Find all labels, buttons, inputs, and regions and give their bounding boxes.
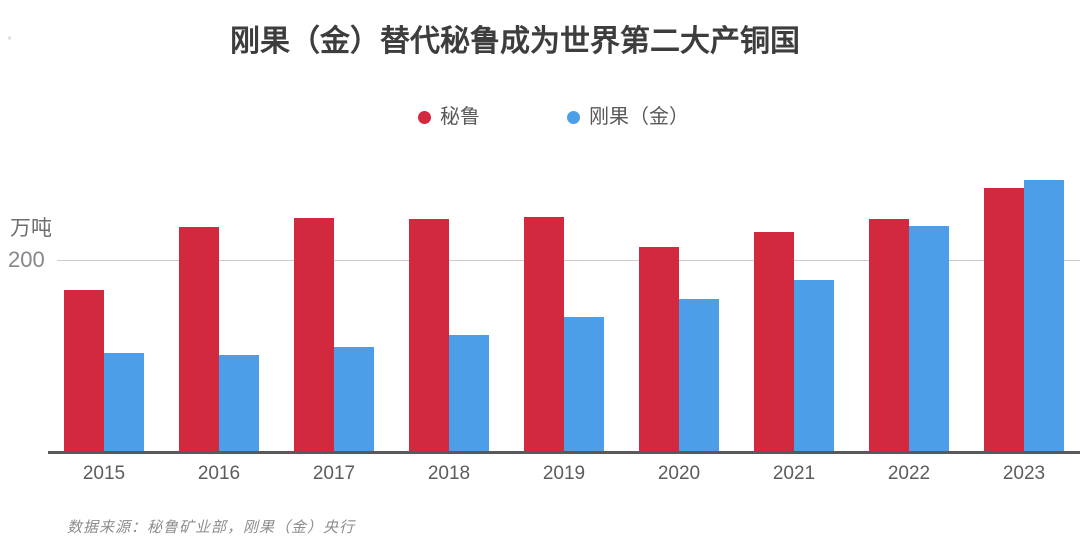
legend-label-congo: 刚果（金）	[589, 106, 689, 128]
chart-title: 刚果（金）替代秘鲁成为世界第二大产铜国	[230, 25, 800, 58]
congo-bar-2019	[564, 316, 604, 453]
x-axis-label-2018: 2018	[427, 463, 471, 484]
x-axis-label-2020: 2020	[657, 463, 701, 484]
congo-bar-2015	[104, 353, 144, 453]
legend-label-peru: 秘鲁	[440, 106, 480, 128]
x-axis-label-2021: 2021	[772, 463, 816, 484]
peru-bar-2023	[984, 188, 1024, 453]
x-axis-label-2023: 2023	[1002, 463, 1046, 484]
congo-bar-2017	[334, 347, 374, 453]
peru-bar-2017	[294, 217, 334, 453]
peru-bar-2016	[179, 227, 219, 453]
peru-bar-2015	[64, 289, 104, 453]
congo-bar-2021	[794, 280, 834, 453]
legend-dot-peru-icon	[418, 110, 431, 124]
x-axis-label-2016: 2016	[197, 463, 241, 484]
legend-dot-congo-icon	[567, 110, 580, 124]
congo-bar-2023	[1024, 180, 1064, 453]
congo-bar-2022	[909, 226, 949, 453]
y-axis-unit-label: 万吨	[10, 217, 52, 240]
y-axis-tick-200: 200	[8, 247, 45, 272]
data-source-note: 数据来源：秘鲁矿业部，刚果（金）央行	[67, 519, 356, 536]
x-axis-label-2017: 2017	[312, 463, 356, 484]
x-axis-label-2015: 2015	[82, 463, 126, 484]
peru-bar-2019	[524, 216, 564, 453]
legend-item-congo: 刚果（金）	[567, 105, 689, 129]
congo-bar-2018	[449, 334, 489, 453]
legend-item-peru: 秘鲁	[418, 105, 480, 129]
peru-bar-2021	[754, 232, 794, 453]
peru-bar-2022	[869, 218, 909, 453]
gridline-200	[57, 260, 1080, 261]
x-axis-label-2022: 2022	[887, 463, 931, 484]
congo-bar-2016	[219, 355, 259, 453]
congo-bar-2020	[679, 299, 719, 453]
peru-bar-2020	[639, 246, 679, 453]
stray-dot-artifact	[8, 36, 11, 40]
x-axis-line	[48, 451, 1080, 454]
peru-bar-2018	[409, 218, 449, 453]
x-axis-label-2019: 2019	[542, 463, 586, 484]
